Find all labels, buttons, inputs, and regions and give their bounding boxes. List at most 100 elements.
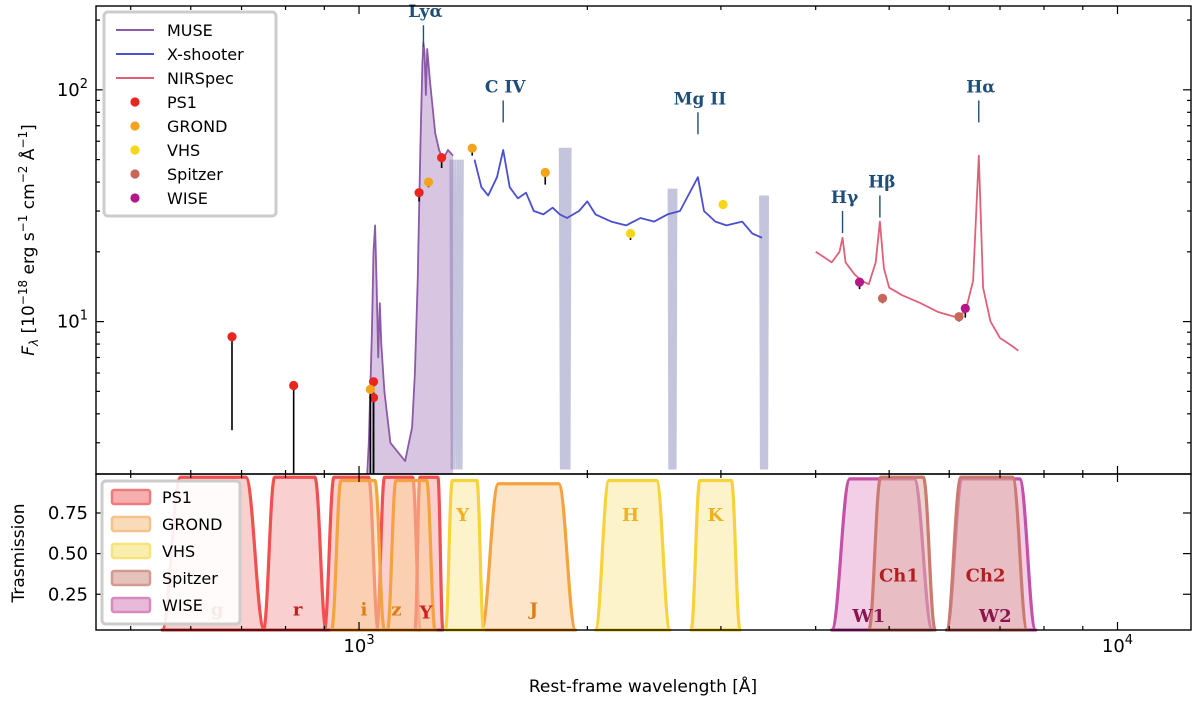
- y-tick-label: 0.50: [48, 544, 88, 565]
- filter-vhs-k: [689, 478, 742, 632]
- legend-label: PS1: [162, 488, 192, 507]
- filter-label: Y: [455, 505, 470, 526]
- legend-label: WISE: [167, 189, 208, 208]
- x-axis-label: Rest-frame wavelength [Å]: [529, 675, 757, 697]
- annotation-label: Mg II: [674, 89, 727, 109]
- spectrum-xshooter: [473, 149, 763, 239]
- point-spitzer: [954, 312, 964, 322]
- filter-label: i: [361, 599, 368, 620]
- telluric-band: [449, 159, 464, 470]
- legend-label: NIRSpec: [167, 69, 234, 88]
- legend-swatch-patch: [110, 488, 152, 506]
- legend-label: VHS: [162, 542, 195, 561]
- filter-curves: grizYJYHKW1W2Ch1Ch2: [160, 475, 1038, 632]
- filter-grond: [385, 478, 437, 632]
- filter-label: r: [293, 599, 303, 620]
- top-x-ticks: [130, 6, 1119, 474]
- telluric-band: [558, 147, 572, 470]
- x-tick-label: 103: [343, 633, 374, 657]
- filter-ps1-r: [261, 475, 328, 632]
- telluric-regions: [449, 147, 770, 470]
- y-tick-label: 101: [57, 309, 88, 333]
- top-legend: MUSE X-shooter NIRSpec PS1 GROND VHS Spitzer WI…: [102, 10, 278, 218]
- telluric-band: [759, 195, 770, 470]
- legend-label: X-shooter: [167, 45, 244, 64]
- point-spitzer: [877, 293, 888, 303]
- legend-label: PS1: [167, 93, 197, 112]
- point-ps1: [414, 188, 424, 198]
- legend-label: GROND: [162, 515, 222, 534]
- legend-swatch-patch: [110, 515, 152, 533]
- point-ps1: [289, 380, 299, 391]
- point-ps1: [368, 392, 379, 403]
- legend-swatch-patch: [110, 596, 152, 614]
- point-ps1: [368, 377, 379, 387]
- bottom-legend: PS1 GROND VHS Spitzer WISE: [100, 479, 242, 626]
- legend-swatch-dot: [130, 193, 140, 203]
- filter-grond-j: [479, 482, 578, 632]
- bottom-panel: grizYJYHKW1W2Ch1Ch2 0.250.500.75 103104 …: [9, 473, 1192, 697]
- legend-swatch-patch: [110, 542, 152, 560]
- legend-label: VHS: [167, 141, 200, 160]
- filter-label: W1: [851, 606, 885, 627]
- spectra-lines: [366, 41, 1019, 475]
- annotation-label: Lyα: [408, 2, 442, 22]
- point-grond: [423, 177, 434, 187]
- top-panel: Lyα C IV Mg II Hγ Hβ Hα 101 102 Fλ [10−18 erg …: [16, 2, 1192, 475]
- filter-spitzer-ch2: [944, 475, 1029, 632]
- filter-grond: [329, 478, 386, 632]
- spectrum-muse: [366, 41, 454, 475]
- filter-vhs-y: [443, 478, 486, 632]
- spectrum-muse-fill: [367, 42, 453, 474]
- annotation-label: C IV: [485, 77, 526, 97]
- top-legend-box: [102, 10, 278, 218]
- filter-label: J: [528, 599, 539, 620]
- photometry-points: [227, 143, 970, 474]
- point-grond: [467, 143, 477, 153]
- bottom-x-ticks: 103 104: [130, 474, 1133, 657]
- bottom-panel-frame: [95, 473, 1192, 631]
- filter-label: Ch2: [966, 565, 1006, 586]
- bottom-y-axis-label: Trasmission: [9, 503, 29, 603]
- legend-swatch-dot: [130, 145, 140, 155]
- legend-swatch-dot: [130, 169, 140, 179]
- telluric-band: [667, 188, 678, 470]
- legend-label: Spitzer: [162, 569, 218, 588]
- legend-label: MUSE: [167, 21, 213, 40]
- point-ps1: [437, 153, 447, 163]
- legend-label: GROND: [167, 117, 227, 136]
- legend-label: WISE: [162, 596, 203, 615]
- point-grond: [540, 167, 550, 178]
- filter-spitzer-ch1: [867, 475, 937, 632]
- legend-swatch-dot: [130, 121, 140, 131]
- x-tick-label: 104: [1102, 633, 1133, 657]
- filter-label: H: [622, 505, 639, 526]
- filter-label: Ch1: [879, 565, 919, 586]
- legend-swatch-patch: [110, 569, 152, 587]
- filter-label: K: [708, 505, 725, 526]
- point-vhs: [718, 199, 728, 210]
- point-wise: [854, 277, 865, 287]
- point-wise: [960, 303, 970, 314]
- y-tick-label: 0.25: [48, 584, 88, 605]
- annotation-label: Hα: [966, 77, 995, 97]
- bottom-y-ticks: 0.25 0.50 0.75: [48, 503, 1191, 605]
- annotation-label: Hγ: [831, 188, 859, 208]
- point-vhs: [625, 228, 636, 239]
- point-ps1: [227, 332, 237, 342]
- filter-label: W2: [978, 606, 1012, 627]
- y-tick-label: 102: [57, 77, 88, 101]
- annotation-label: Hβ: [868, 173, 895, 193]
- legend-swatch-dot: [130, 97, 140, 107]
- legend-label: Spitzer: [167, 165, 223, 184]
- filter-vhs-h: [593, 478, 672, 632]
- spectrum-nirspec: [815, 154, 1019, 352]
- top-y-ticks: 101 102: [57, 19, 1191, 444]
- y-tick-label: 0.75: [48, 503, 88, 524]
- filter-label: Y: [418, 603, 433, 624]
- filter-label: z: [391, 599, 401, 620]
- point-grond: [365, 384, 375, 394]
- top-y-axis-label: Fλ [10−18 erg s−1 cm−2 Å−1]: [16, 124, 41, 356]
- line-annotations: Lyα C IV Mg II Hγ Hβ Hα: [408, 2, 995, 234]
